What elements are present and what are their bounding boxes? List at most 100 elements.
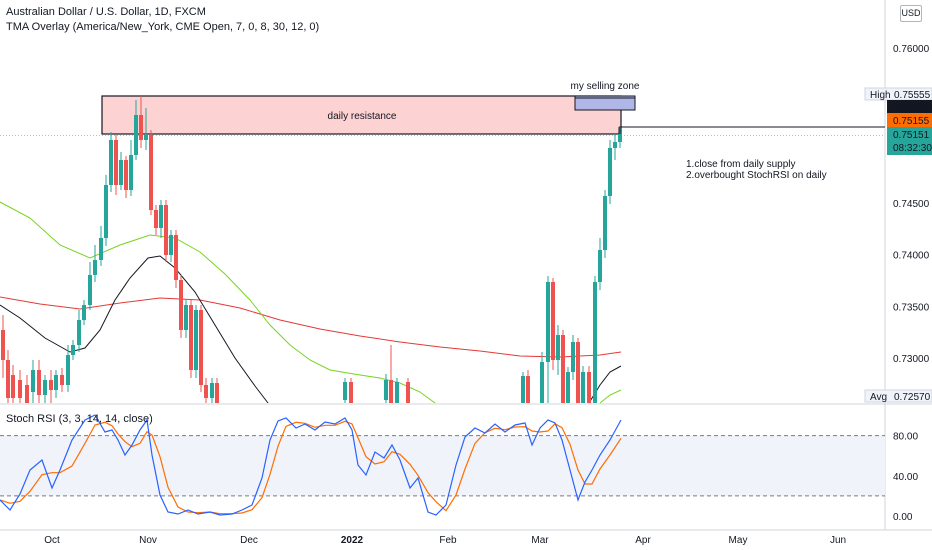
candle-body	[608, 148, 612, 196]
note-line-1: 1.close from daily supply	[686, 159, 796, 170]
price-label-value: 0.72570	[894, 392, 931, 403]
candle-body	[104, 185, 108, 238]
stoch-tick-label: 0.00	[893, 512, 913, 523]
candle-body	[49, 380, 53, 390]
candle-body	[82, 305, 86, 320]
price-label-bg	[887, 127, 932, 155]
candle-body	[618, 134, 622, 142]
candle-body	[526, 376, 530, 403]
candle-body	[521, 376, 525, 403]
note-line-2: 2.overbought StochRSI on daily	[686, 170, 827, 181]
candle-body	[546, 282, 550, 362]
price-label-countdown: 08:32:30	[893, 143, 932, 154]
candle-body	[71, 345, 75, 355]
stoch-k-line	[0, 414, 622, 516]
candle-body	[66, 355, 70, 385]
candle-body	[343, 382, 347, 400]
candle-body	[43, 380, 47, 395]
price-label-bg	[887, 113, 932, 128]
time-axis: Oct Nov Dec 2022 Feb Mar Apr May Jun	[44, 535, 846, 546]
candle-body	[134, 115, 138, 155]
candle-body	[18, 380, 22, 398]
candle-body	[164, 205, 168, 255]
price-tick-label: 0.73500	[893, 302, 930, 313]
candle-body	[25, 385, 29, 403]
daily-resistance-zone	[101, 95, 622, 135]
candle-body	[124, 160, 128, 190]
ma-slow-line	[0, 296, 622, 358]
candle-body	[587, 372, 591, 403]
candle-body	[109, 140, 113, 185]
currency-button[interactable]: USD	[900, 5, 922, 22]
candle-body	[613, 142, 617, 148]
candle-body	[6, 360, 10, 398]
tma-overlay-legend[interactable]: TMA Overlay (America/New_York, CME Open,…	[6, 21, 320, 33]
price-label-bg	[864, 389, 932, 403]
time-tick-label: Oct	[44, 535, 60, 546]
candle-body	[179, 280, 183, 330]
candle-body	[54, 375, 58, 390]
candle-body	[389, 380, 393, 403]
ma-fast-line	[0, 255, 269, 404]
candle-body	[60, 375, 64, 385]
candle-body	[77, 320, 81, 345]
candle-body	[603, 196, 607, 250]
candle-body	[199, 310, 203, 385]
candle-body	[576, 342, 580, 403]
time-tick-label: Apr	[635, 535, 651, 546]
price-label-value: 0.75155	[893, 116, 930, 127]
price-tick-label: 0.76000	[893, 44, 930, 55]
candle-body	[37, 370, 41, 395]
candle-body	[31, 370, 35, 392]
candle-body	[384, 380, 388, 400]
price-label-value: 0.75555	[894, 90, 931, 101]
price-label-value: 0.75151	[893, 130, 930, 141]
candle-body	[99, 238, 103, 260]
stoch-band-bg	[0, 435, 885, 496]
price-label-bg	[887, 100, 932, 115]
candle-body	[598, 250, 602, 282]
candle-body	[540, 362, 544, 403]
time-tick-label: 2022	[341, 535, 364, 546]
candle-body	[11, 375, 15, 398]
stoch-rsi-pane	[0, 414, 885, 516]
candle-body	[159, 205, 163, 228]
candle-body	[566, 372, 570, 403]
stoch-tick-label: 80.00	[893, 432, 918, 443]
candle-body	[184, 305, 188, 330]
candle-body	[144, 135, 148, 140]
price-label-value: 0.75243	[893, 103, 930, 114]
candle-body	[561, 335, 565, 403]
candle-body	[551, 282, 555, 360]
candle-body	[204, 385, 208, 398]
ma-mid-line	[0, 201, 436, 404]
candle-body	[149, 135, 153, 210]
candle-body	[119, 160, 123, 185]
candle-body	[593, 282, 597, 403]
ma-mid-line-right	[599, 389, 622, 404]
time-tick-label: May	[729, 535, 748, 546]
candle-body	[174, 235, 178, 280]
price-tick-label: 0.73000	[893, 354, 930, 365]
time-tick-label: Dec	[240, 535, 258, 546]
resistance-zone-label: daily resistance	[328, 111, 397, 122]
candles	[1, 96, 622, 403]
candle-body	[406, 382, 410, 403]
candle-body	[129, 155, 133, 190]
candle-body	[395, 382, 399, 403]
candle-body	[194, 310, 198, 370]
price-label-name: Avg	[870, 392, 887, 403]
symbol-legend[interactable]: Australian Dollar / U.S. Dollar, 1D, FXC…	[6, 6, 206, 18]
stoch-rsi-legend[interactable]: Stoch RSI (3, 3, 14, 14, close)	[6, 413, 153, 425]
selling-zone-box	[574, 95, 636, 111]
price-label-name: High	[870, 90, 891, 101]
time-tick-label: Nov	[139, 535, 157, 546]
zones	[0, 95, 885, 136]
candle-body	[154, 210, 158, 228]
price-tick-label: 0.74000	[893, 251, 930, 262]
time-tick-label: Mar	[531, 535, 549, 546]
candle-body	[581, 372, 585, 403]
candle-body	[210, 383, 214, 398]
candle-body	[349, 382, 353, 403]
